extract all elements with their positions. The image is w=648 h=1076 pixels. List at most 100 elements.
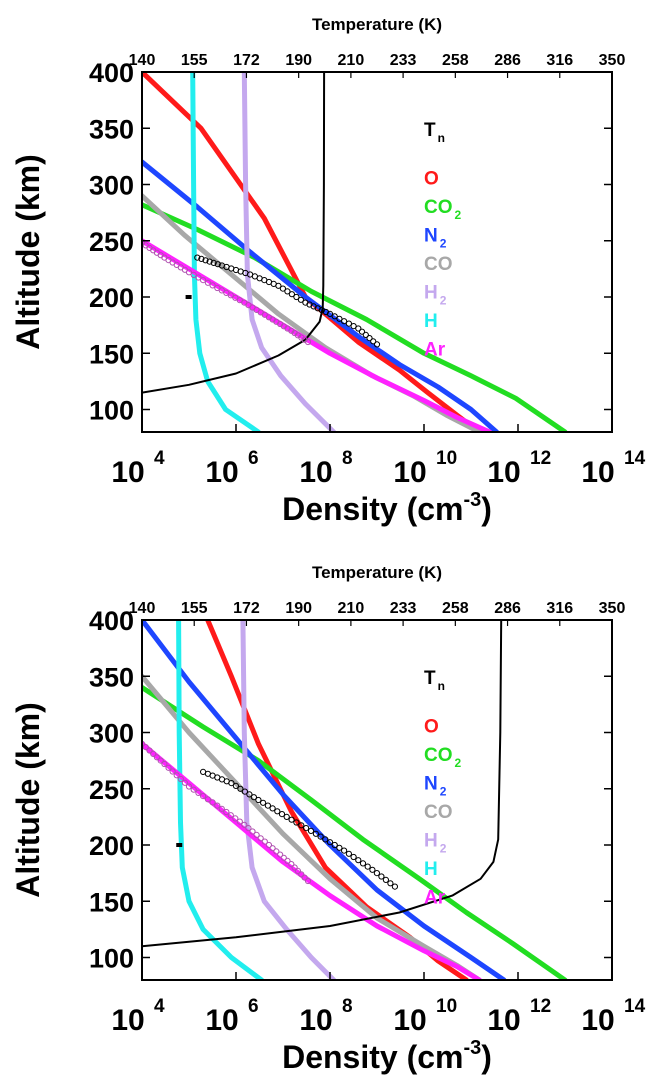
observation-point (358, 328, 366, 335)
observation-point (210, 259, 217, 266)
observation-point (218, 805, 225, 812)
observation-point (373, 341, 381, 348)
observation-point (277, 851, 284, 858)
top-tick-label: 316 (546, 600, 573, 617)
x-tick-label: 10 (299, 1004, 332, 1037)
y-tick-label: 350 (89, 114, 134, 144)
top-axis-title: Temperature (K) (312, 15, 442, 34)
observation-point (245, 825, 252, 832)
observation-point (303, 825, 310, 832)
observation-point (241, 821, 248, 828)
top-tick-label: 140 (129, 600, 156, 617)
legend-entry-text: Ar (424, 888, 446, 909)
y-tick-label: 150 (89, 887, 134, 917)
observation-point (250, 794, 257, 801)
legend-entry: CO 2 (424, 197, 462, 222)
top-tick-label: 155 (181, 600, 208, 617)
top-tick-label: 286 (494, 600, 521, 617)
observation-point (190, 271, 197, 278)
legend-entry-text: O (424, 169, 439, 190)
x-tick-exponent: 4 (154, 996, 165, 1017)
observation-point (194, 254, 201, 261)
legend-entry-text: T (424, 668, 436, 689)
observation-point (260, 799, 267, 806)
series-line-o (142, 72, 482, 432)
x-tick-exponent: 8 (342, 996, 353, 1017)
observation-point (227, 292, 234, 299)
legend-entry-text: CO (424, 745, 453, 766)
observation-point (209, 799, 216, 806)
legend-entry-subscript: 2 (440, 842, 447, 856)
x-tick-exponent: 14 (624, 448, 646, 469)
observation-point (336, 315, 343, 322)
observation-point (264, 802, 271, 809)
observation-point (209, 282, 216, 289)
legend-entry-text: N (424, 226, 438, 247)
observation-point (355, 325, 362, 332)
observation-point (214, 802, 221, 809)
observation-point (331, 841, 338, 849)
legend-entry-subscript: 2 (440, 237, 447, 251)
observation-point (331, 313, 338, 320)
top-tick-label: 286 (494, 52, 521, 69)
legend-entry: O (424, 169, 439, 190)
legend-entry: CO (424, 802, 453, 823)
top-tick-label: 350 (599, 52, 626, 69)
observation-point (206, 258, 213, 265)
top-tick-label: 210 (338, 52, 365, 69)
observation-point (195, 274, 202, 281)
observation-point (364, 863, 371, 870)
top-tick-label: 258 (442, 600, 469, 617)
y-tick-label: 300 (89, 171, 134, 201)
observation-point (370, 338, 377, 345)
observation-point (359, 860, 367, 867)
top-tick-label: 172 (233, 52, 260, 69)
legend-entry-text: H (424, 831, 438, 852)
observation-point (317, 833, 324, 840)
observation-point (153, 754, 160, 761)
top-tick-label: 316 (546, 52, 573, 69)
x-axis-title: Density (cm-3) (282, 489, 492, 527)
plot-frame (141, 71, 613, 433)
observation-point (232, 782, 239, 790)
observation-point (291, 864, 298, 871)
x-tick-label: 10 (111, 1004, 144, 1037)
observation-point (288, 816, 295, 823)
x-tick-label: 10 (487, 1004, 520, 1037)
observation-point (185, 269, 193, 276)
legend-entry-text: N (424, 774, 438, 795)
observation-point (161, 760, 168, 768)
x-axis-title: Density (cm-3) (282, 1037, 492, 1075)
observation-point (200, 793, 207, 800)
y-tick-label: 300 (89, 719, 134, 749)
legend-entry-subscript: 2 (440, 294, 447, 308)
x-tick-exponent: 10 (436, 448, 457, 469)
observation-point (228, 780, 235, 787)
x-tick-label: 10 (487, 456, 520, 489)
top-axis-title: Temperature (K) (312, 563, 442, 582)
observation-point (279, 285, 286, 292)
observation-point (387, 880, 394, 887)
legend-entry-text: Ar (424, 340, 446, 361)
x-tick-label: 10 (205, 456, 238, 489)
x-axis-title-text: Density (cm (282, 1039, 463, 1075)
series-line-tn (142, 620, 503, 948)
legend-entry-subscript: 2 (455, 208, 462, 222)
x-tick-label: 10 (111, 456, 144, 489)
observation-point (366, 335, 373, 342)
observation-point (294, 867, 301, 875)
legend-entry-subscript: n (438, 679, 445, 693)
legend-entry-subscript: n (438, 131, 445, 145)
x-tick-exponent: 8 (342, 448, 353, 469)
legend-entry-subscript: 2 (455, 756, 462, 770)
x-axis-title-exponent: -3 (463, 1037, 481, 1059)
observation-point (236, 818, 243, 825)
plot-area (142, 72, 568, 432)
top-tick-label: 233 (390, 600, 417, 617)
observation-point (249, 828, 256, 835)
y-tick-label: 200 (89, 831, 134, 861)
observation-point (232, 815, 239, 822)
